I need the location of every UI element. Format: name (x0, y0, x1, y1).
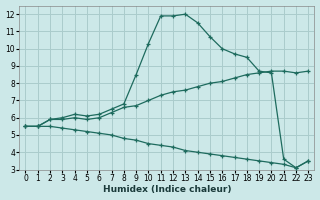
X-axis label: Humidex (Indice chaleur): Humidex (Indice chaleur) (103, 185, 231, 194)
